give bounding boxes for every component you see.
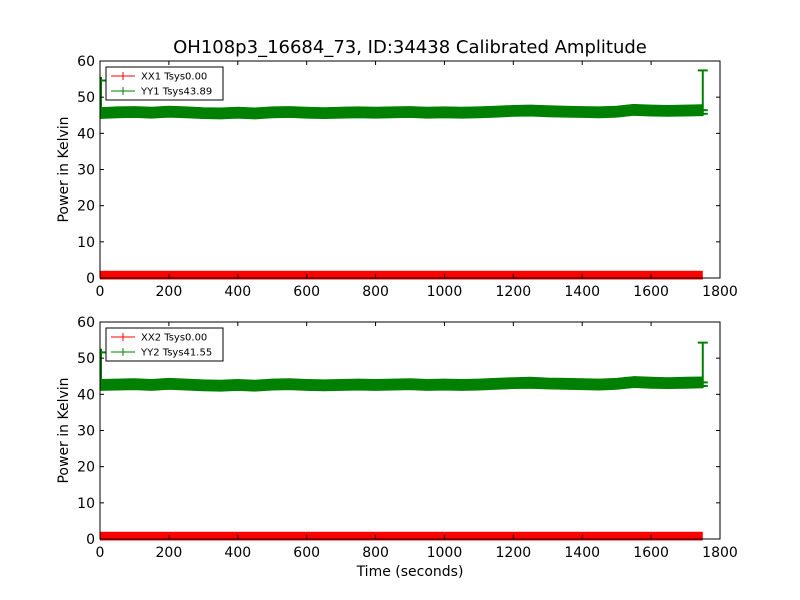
chart-legend: XX2 Tsys0.00 YY2 Tsys41.55 — [105, 327, 224, 362]
y-tick-label: 10 — [77, 235, 95, 251]
x-tick-label: 400 — [224, 284, 251, 300]
chart-panels: 0 200 400 600 800 1000 1200 1400 1600 18000102030… — [56, 54, 738, 580]
chart-legend: XX1 Tsys0.00 YY1 Tsys43.89 — [105, 66, 224, 101]
yy-series-line — [99, 108, 703, 115]
legend-entry: YY1 Tsys43.89 — [140, 87, 212, 98]
y-tick-label: 60 — [77, 54, 95, 70]
y-tick-label: 30 — [77, 424, 95, 440]
x-tick-label: 1000 — [427, 284, 463, 300]
x-axis-label: Time (seconds) — [356, 564, 464, 580]
chart-panel-1: 0 200 400 600 800 1000 1200 1400 1600 1800 0 10 20 30… — [56, 54, 738, 300]
x-tick-label: 1800 — [702, 545, 738, 561]
series-2-panel-1 — [99, 69, 708, 120]
x-tick-label: 800 — [362, 284, 389, 300]
x-tick-label: 200 — [156, 545, 183, 561]
x-tick-label: 1800 — [702, 284, 738, 300]
y-tick-label: 0 — [86, 271, 95, 287]
legend-box — [105, 327, 224, 362]
series-2-panel-2 — [99, 341, 708, 392]
x-tick-label: 400 — [224, 545, 251, 561]
legend-entry: XX1 Tsys0.00 — [141, 72, 207, 83]
x-tick-label: 1400 — [564, 284, 600, 300]
y-tick-label: 50 — [77, 90, 95, 106]
x-tick-label: 1600 — [633, 545, 669, 561]
y-tick-label: 50 — [77, 351, 95, 367]
series-1-panel-2 — [100, 531, 703, 541]
y-axis-label: Power in Kelvin — [56, 377, 72, 483]
x-tick-label: 1600 — [633, 284, 669, 300]
x-tick-label: 800 — [362, 545, 389, 561]
y-tick-label: 40 — [77, 126, 95, 142]
x-tick-label: 1000 — [427, 545, 463, 561]
x-tick-label: 0 — [96, 284, 105, 300]
yy-series-line — [99, 380, 703, 387]
chart-panel-2: 0 200 400 600 800 1000 1200 1400 1600 1800 0 10 20 30… — [56, 315, 738, 580]
y-axis-label: Power in Kelvin — [56, 116, 72, 222]
xx-band — [100, 531, 703, 541]
series-1-panel-1 — [100, 270, 703, 280]
y-tick-label: 20 — [77, 199, 95, 215]
y-tick-label: 60 — [77, 315, 95, 331]
y-tick-label: 40 — [77, 387, 95, 403]
x-tick-label: 600 — [293, 284, 320, 300]
y-tick-label: 10 — [77, 496, 95, 512]
x-tick-label: 1200 — [496, 284, 532, 300]
legend-box — [105, 66, 224, 101]
x-tick-label: 1200 — [496, 545, 532, 561]
legend-entry: YY2 Tsys41.55 — [140, 348, 212, 359]
x-tick-label: 600 — [293, 545, 320, 561]
y-tick-label: 0 — [86, 532, 95, 548]
y-tick-label: 20 — [77, 460, 95, 476]
xx-band — [100, 270, 703, 280]
legend-entry: XX2 Tsys0.00 — [141, 333, 207, 344]
x-tick-label: 0 — [96, 545, 105, 561]
chart-title: OH108p3_16684_73, ID:34438 Calibrated Am… — [173, 37, 647, 58]
x-tick-label: 200 — [156, 284, 183, 300]
x-tick-label: 1400 — [564, 545, 600, 561]
y-tick-label: 30 — [77, 163, 95, 179]
